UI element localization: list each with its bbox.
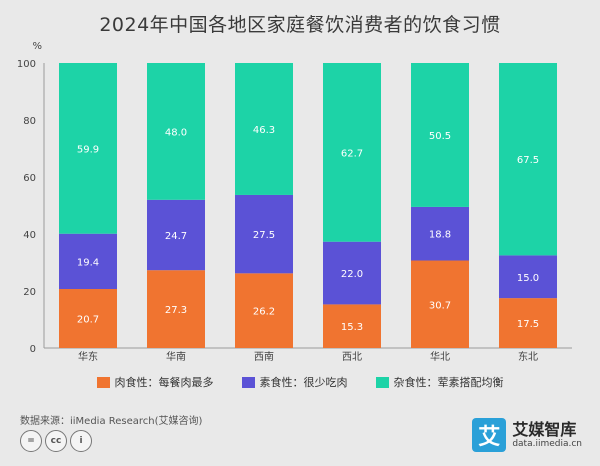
bar-segment-mixed bbox=[323, 63, 381, 242]
bar-segment-veg bbox=[59, 233, 117, 290]
data-label-meat: 20.7 bbox=[77, 315, 99, 326]
bar-segment-meat bbox=[411, 260, 469, 348]
bar-segment-mixed bbox=[499, 63, 557, 256]
legend-swatch-mixed bbox=[375, 376, 389, 388]
bar-segment-mixed bbox=[235, 63, 293, 195]
data-label-mixed: 67.5 bbox=[517, 155, 539, 166]
legend-label-mixed: 杂食性：荤素搭配均衡 bbox=[393, 376, 504, 389]
legend-item-mixed: 杂食性：荤素搭配均衡 bbox=[375, 374, 504, 390]
data-source: 数据来源：iiMedia Research(艾媒咨询) bbox=[20, 416, 203, 427]
data-label-mixed: 62.7 bbox=[341, 148, 363, 159]
stacked-bar-chart: % 0 20 40 60 80 100 20.7 19.4 59.9 华东 27.3 24.7 48.0 华… bbox=[17, 41, 572, 363]
bar-segment-meat bbox=[147, 270, 205, 348]
bar-segment-veg bbox=[323, 241, 381, 305]
brand-url: data.iimedia.cn bbox=[512, 439, 582, 450]
bar-segment-veg bbox=[411, 206, 469, 261]
data-label-mixed: 59.9 bbox=[77, 144, 99, 155]
bar-segment-mixed bbox=[411, 63, 469, 207]
data-label-veg: 19.4 bbox=[77, 257, 99, 268]
y-tick-label: 0 bbox=[30, 344, 36, 355]
data-label-veg: 27.5 bbox=[253, 230, 275, 241]
data-label-meat: 27.3 bbox=[165, 305, 187, 316]
data-label-mixed: 48.0 bbox=[165, 127, 187, 138]
data-label-meat: 17.5 bbox=[517, 319, 539, 330]
page-title: 2024年中国各地区家庭餐饮消费者的饮食习惯 bbox=[99, 14, 501, 36]
data-label-veg: 18.8 bbox=[429, 230, 451, 241]
brand: 艾 艾媒智库 data.iimedia.cn bbox=[472, 418, 582, 452]
x-tick-label: 华北 bbox=[430, 350, 450, 363]
cc-icon: cc bbox=[45, 430, 67, 452]
legend-label-meat: 肉食性：每餐肉最多 bbox=[114, 376, 214, 389]
brand-name: 艾媒智库 bbox=[512, 419, 577, 439]
attribution-icon: i bbox=[70, 430, 92, 452]
data-label-mixed: 50.5 bbox=[429, 131, 451, 142]
legend-item-meat: 肉食性：每餐肉最多 bbox=[96, 374, 214, 390]
bar-segment-veg bbox=[147, 199, 205, 271]
x-tick-label: 西北 bbox=[342, 351, 362, 363]
data-label-mixed: 46.3 bbox=[253, 125, 275, 136]
license-icons: = cc i bbox=[20, 430, 92, 452]
y-tick-label: 40 bbox=[23, 230, 36, 241]
legend: 肉食性：每餐肉最多 素食性：很少吃肉 杂食性：荤素搭配均衡 bbox=[0, 374, 600, 390]
y-tick-label: 80 bbox=[23, 116, 36, 127]
data-label-meat: 26.2 bbox=[253, 307, 275, 318]
y-tick-label: 100 bbox=[17, 59, 36, 70]
data-label-veg: 22.0 bbox=[341, 269, 363, 280]
bar-segment-mixed bbox=[59, 63, 117, 234]
bar-segment-veg bbox=[235, 194, 293, 274]
data-label-veg: 15.0 bbox=[517, 273, 539, 284]
brand-logo-icon: 艾 bbox=[472, 418, 507, 452]
y-tick-label: 20 bbox=[23, 287, 36, 298]
x-tick-label: 华南 bbox=[166, 350, 186, 363]
data-label-meat: 30.7 bbox=[429, 300, 451, 311]
bar-segment-meat bbox=[323, 304, 381, 348]
bar-segment-meat bbox=[235, 273, 293, 348]
x-tick-label: 西南 bbox=[254, 350, 274, 363]
legend-label-veg: 素食性：很少吃肉 bbox=[259, 376, 348, 389]
legend-item-veg: 素食性：很少吃肉 bbox=[241, 374, 348, 390]
legend-swatch-meat bbox=[96, 376, 110, 388]
bar-segment-meat bbox=[59, 289, 117, 348]
data-label-meat: 15.3 bbox=[341, 322, 363, 333]
nd-icon: = bbox=[20, 430, 42, 452]
legend-swatch-veg bbox=[241, 376, 255, 388]
bar-segment-meat bbox=[499, 298, 557, 348]
bar-segment-veg bbox=[499, 255, 557, 299]
y-axis-unit: % bbox=[32, 41, 42, 52]
x-tick-label: 华东 bbox=[78, 350, 98, 363]
bar-segment-mixed bbox=[147, 63, 205, 200]
x-tick-label: 东北 bbox=[518, 350, 538, 363]
y-tick-label: 60 bbox=[23, 173, 36, 184]
data-label-veg: 24.7 bbox=[165, 231, 187, 242]
